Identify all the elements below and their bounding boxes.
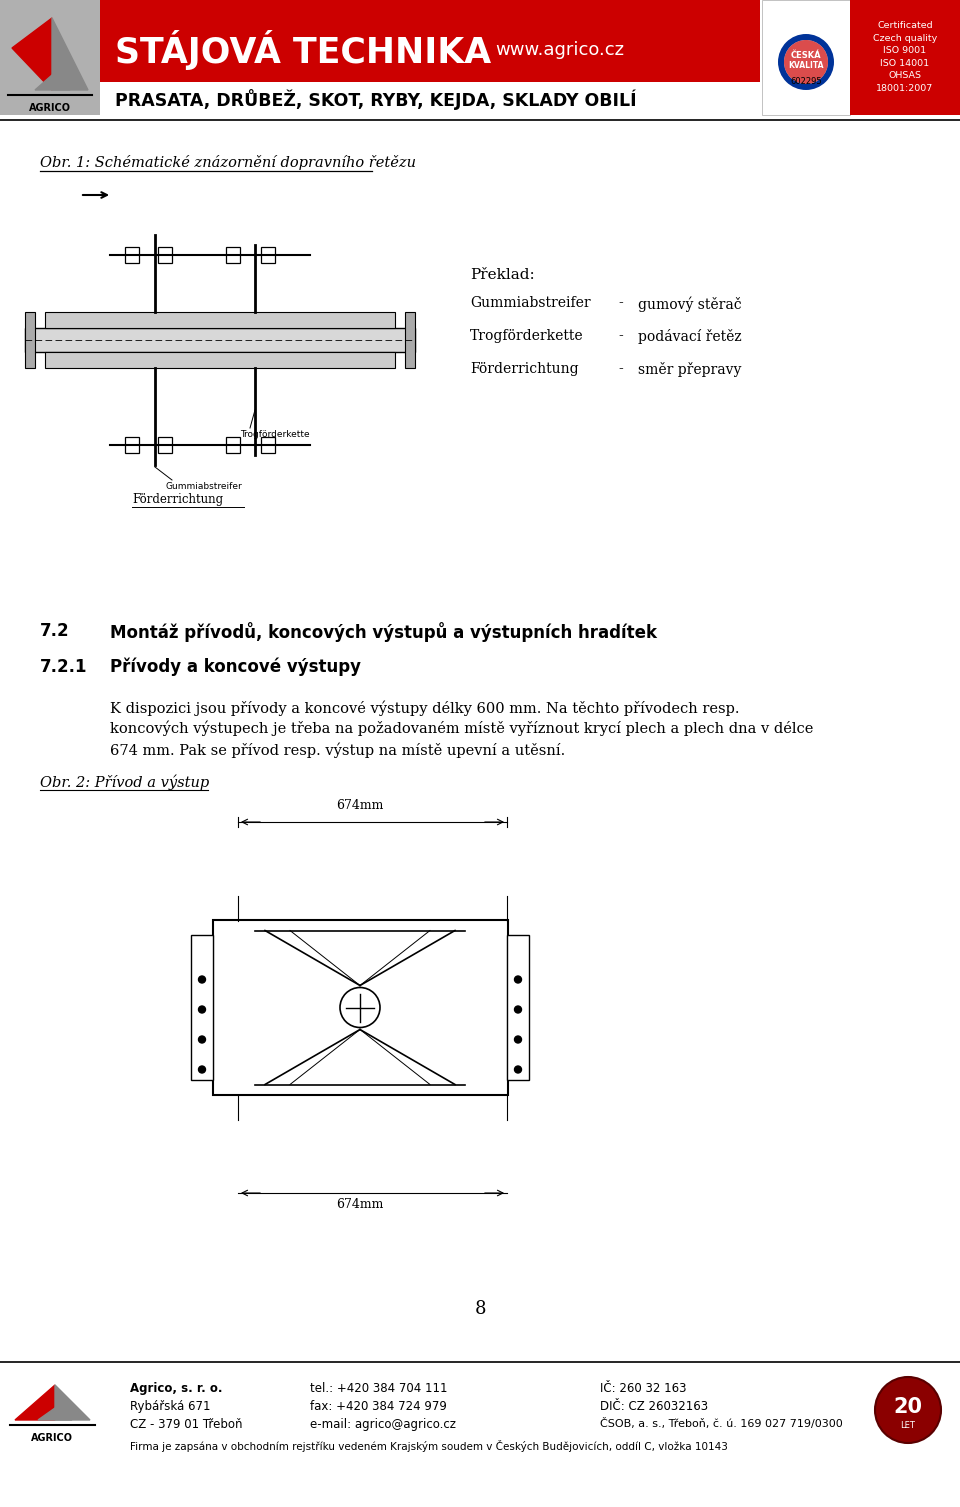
Circle shape <box>515 977 521 983</box>
Text: gumový stěrač: gumový stěrač <box>638 295 742 312</box>
Bar <box>213 919 508 1094</box>
Text: Trogförderkette: Trogförderkette <box>470 329 584 344</box>
Bar <box>45 353 395 368</box>
Bar <box>25 312 35 368</box>
Text: -: - <box>618 329 623 344</box>
Bar <box>507 934 529 1079</box>
Text: koncových výstupech je třeba na požadovaném místě vyříznout krycí plech a plech : koncových výstupech je třeba na požadova… <box>110 720 813 737</box>
Circle shape <box>784 41 828 84</box>
Text: Trogförderkette: Trogförderkette <box>240 429 310 439</box>
Text: CZ - 379 01 Třeboň: CZ - 379 01 Třeboň <box>130 1418 243 1432</box>
Text: DIČ: CZ 26032163: DIČ: CZ 26032163 <box>600 1400 708 1414</box>
Circle shape <box>340 987 380 1028</box>
Text: Agrico, s. r. o.: Agrico, s. r. o. <box>130 1382 223 1395</box>
Polygon shape <box>52 18 88 90</box>
Bar <box>405 312 415 368</box>
Text: K dispozici jsou přívody a koncové výstupy délky 600 mm. Na těchto přívodech res: K dispozici jsou přívody a koncové výstu… <box>110 699 739 716</box>
Text: Certificated
Czech quality
ISO 9001
ISO 14001
OHSAS
18001:2007: Certificated Czech quality ISO 9001 ISO … <box>873 21 937 93</box>
Bar <box>0 0 100 115</box>
Text: Gummiabstreifer: Gummiabstreifer <box>470 295 590 310</box>
Text: www.agrico.cz: www.agrico.cz <box>495 41 625 59</box>
Bar <box>125 437 139 454</box>
Bar <box>261 247 275 264</box>
Text: KVALITA: KVALITA <box>788 60 824 69</box>
Circle shape <box>875 1377 941 1444</box>
Text: směr přepravy: směr přepravy <box>638 362 741 377</box>
Text: Förderrichtung: Förderrichtung <box>470 362 579 377</box>
Text: Gummiabstreifer: Gummiabstreifer <box>165 482 242 491</box>
Text: fax: +420 384 724 979: fax: +420 384 724 979 <box>310 1400 446 1414</box>
Circle shape <box>199 1035 205 1043</box>
Polygon shape <box>38 1408 72 1420</box>
Text: 674 mm. Pak se přívod resp. výstup na místě upevní a utěsní.: 674 mm. Pak se přívod resp. výstup na mí… <box>110 741 565 758</box>
Text: Obr. 2: Přívod a výstup: Obr. 2: Přívod a výstup <box>40 775 209 791</box>
Bar <box>45 312 395 329</box>
Bar <box>226 437 240 454</box>
Bar <box>125 247 139 264</box>
Bar <box>762 0 850 115</box>
Circle shape <box>515 1065 521 1073</box>
Text: tel.: +420 384 704 111: tel.: +420 384 704 111 <box>310 1382 447 1395</box>
Bar <box>100 0 760 81</box>
Text: LET: LET <box>900 1421 916 1430</box>
Circle shape <box>778 35 834 90</box>
Bar <box>191 934 213 1079</box>
Bar <box>850 0 960 115</box>
Text: 602295: 602295 <box>790 77 822 86</box>
Text: -: - <box>618 295 623 310</box>
Bar <box>158 437 172 454</box>
Text: PRASATA, DRŮBEŽ, SKOT, RYBY, KEJDA, SKLADY OBILÍ: PRASATA, DRŮBEŽ, SKOT, RYBY, KEJDA, SKLA… <box>115 89 636 110</box>
Circle shape <box>199 977 205 983</box>
Text: Přívody a koncové výstupy: Přívody a koncové výstupy <box>110 659 361 677</box>
Text: Firma je zapsána v obchodním rejstříku vedeném Krajským soudem v Českých Budějov: Firma je zapsána v obchodním rejstříku v… <box>130 1441 728 1453</box>
Polygon shape <box>55 1385 90 1420</box>
Text: ČSOB, a. s., Třeboň, č. ú. 169 027 719/0300: ČSOB, a. s., Třeboň, č. ú. 169 027 719/0… <box>600 1418 843 1429</box>
Text: AGRICO: AGRICO <box>31 1433 73 1444</box>
Text: podávací řetěz: podávací řetěz <box>638 329 742 344</box>
Bar <box>158 247 172 264</box>
Text: STÁJOVÁ TECHNIKA: STÁJOVÁ TECHNIKA <box>115 30 492 69</box>
Circle shape <box>515 1035 521 1043</box>
Text: 20: 20 <box>894 1397 923 1417</box>
Text: Překlad:: Překlad: <box>470 268 535 282</box>
Polygon shape <box>12 18 52 90</box>
Text: Montáž přívodů, koncových výstupů a výstupních hradítek: Montáž přívodů, koncových výstupů a výst… <box>110 622 657 642</box>
Text: Obr. 1: Schématické znázornění dopravního řetězu: Obr. 1: Schématické znázornění dopravníh… <box>40 155 416 170</box>
Text: AGRICO: AGRICO <box>29 102 71 113</box>
Text: Förderrichtung: Förderrichtung <box>132 493 223 506</box>
Text: e-mail: agrico@agrico.cz: e-mail: agrico@agrico.cz <box>310 1418 456 1432</box>
Bar <box>261 437 275 454</box>
Polygon shape <box>15 1385 55 1420</box>
Text: IČ: 260 32 163: IČ: 260 32 163 <box>600 1382 686 1395</box>
Text: -: - <box>618 362 623 377</box>
Text: 7.2.1: 7.2.1 <box>40 659 87 677</box>
Text: Rybářská 671: Rybářská 671 <box>130 1400 210 1414</box>
Circle shape <box>515 1007 521 1013</box>
Text: 8: 8 <box>474 1301 486 1319</box>
Polygon shape <box>35 75 70 90</box>
Bar <box>226 247 240 264</box>
Text: 7.2: 7.2 <box>40 622 70 640</box>
Text: 674mm: 674mm <box>336 1198 384 1212</box>
Bar <box>25 329 415 353</box>
Circle shape <box>199 1065 205 1073</box>
Circle shape <box>199 1007 205 1013</box>
Text: 674mm: 674mm <box>336 799 384 812</box>
Circle shape <box>784 41 828 84</box>
Text: ČESKÁ: ČESKÁ <box>791 51 822 59</box>
